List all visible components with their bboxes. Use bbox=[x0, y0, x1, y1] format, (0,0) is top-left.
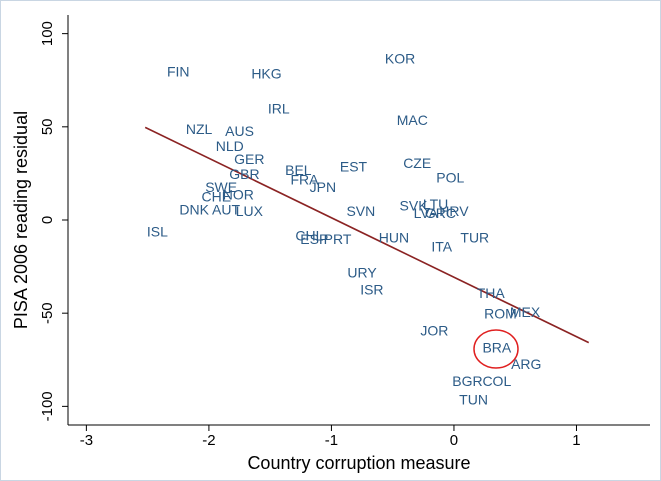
point-label: MAC bbox=[397, 112, 428, 128]
point-label: HUN bbox=[379, 229, 409, 245]
point-label: BRA bbox=[482, 339, 511, 355]
point-label: ISR bbox=[360, 282, 383, 298]
point-label: GER bbox=[234, 151, 264, 167]
point-label: JOR bbox=[420, 323, 448, 339]
point-label: CHE bbox=[201, 188, 231, 204]
point-label: TUN bbox=[459, 391, 488, 407]
point-label: LTU bbox=[423, 196, 448, 212]
highlight-circle bbox=[473, 329, 519, 369]
x-tick-label: -3 bbox=[80, 432, 93, 449]
point-label: BEL bbox=[285, 162, 312, 178]
point-label: AUT bbox=[212, 201, 240, 217]
x-tick-label: -2 bbox=[202, 432, 215, 449]
point-label: EST bbox=[340, 159, 368, 175]
point-label: TUR bbox=[460, 229, 489, 245]
point-label: NLD bbox=[216, 138, 244, 154]
point-label: HRV bbox=[439, 203, 469, 219]
point-label: KOR bbox=[385, 50, 415, 66]
point-label: IRL bbox=[268, 101, 290, 117]
y-tick-label: 100 bbox=[39, 21, 56, 46]
point-label: HKG bbox=[251, 65, 281, 81]
point-label: ISL bbox=[147, 224, 168, 240]
x-tick-label: 1 bbox=[572, 432, 580, 449]
point-label: BGR bbox=[452, 373, 482, 389]
point-label: ITA bbox=[431, 239, 452, 255]
point-label: PRT bbox=[324, 231, 352, 247]
point-label: ROM bbox=[484, 306, 517, 322]
point-label: NOR bbox=[223, 186, 254, 202]
point-label: FRA bbox=[290, 172, 319, 188]
x-axis-title: Country corruption measure bbox=[247, 453, 470, 473]
x-tick-label: 0 bbox=[450, 432, 458, 449]
point-label: AUS bbox=[225, 123, 254, 139]
point-label: POL bbox=[436, 170, 464, 186]
point-label: THA bbox=[477, 285, 506, 301]
y-tick-label: 0 bbox=[39, 216, 56, 224]
point-label: JPN bbox=[310, 179, 336, 195]
y-axis-title: PISA 2006 reading residual bbox=[11, 111, 31, 329]
point-label: ARG bbox=[511, 356, 541, 372]
point-label: MEX bbox=[510, 304, 541, 320]
y-tick-label: -100 bbox=[39, 391, 56, 421]
point-label: LVA bbox=[414, 205, 439, 221]
point-label: LUX bbox=[236, 203, 264, 219]
fit-line bbox=[144, 126, 590, 344]
point-label: URY bbox=[347, 265, 377, 281]
point-label: SVN bbox=[346, 203, 375, 219]
point-label: SVK bbox=[400, 198, 429, 214]
point-label: CHL bbox=[295, 227, 323, 243]
point-label: DNK bbox=[179, 201, 209, 217]
point-label: SWE bbox=[205, 179, 237, 195]
point-label: GBR bbox=[229, 166, 259, 182]
point-label: FIN bbox=[167, 63, 190, 79]
point-label: NZL bbox=[186, 121, 213, 137]
point-label: ESP bbox=[300, 231, 328, 247]
point-label: CZE bbox=[403, 155, 431, 171]
x-tick-label: -1 bbox=[325, 432, 338, 449]
y-tick-label: -50 bbox=[39, 302, 56, 324]
point-label: COL bbox=[482, 373, 511, 389]
point-label: GRC bbox=[425, 205, 456, 221]
y-tick-label: 50 bbox=[39, 118, 56, 135]
